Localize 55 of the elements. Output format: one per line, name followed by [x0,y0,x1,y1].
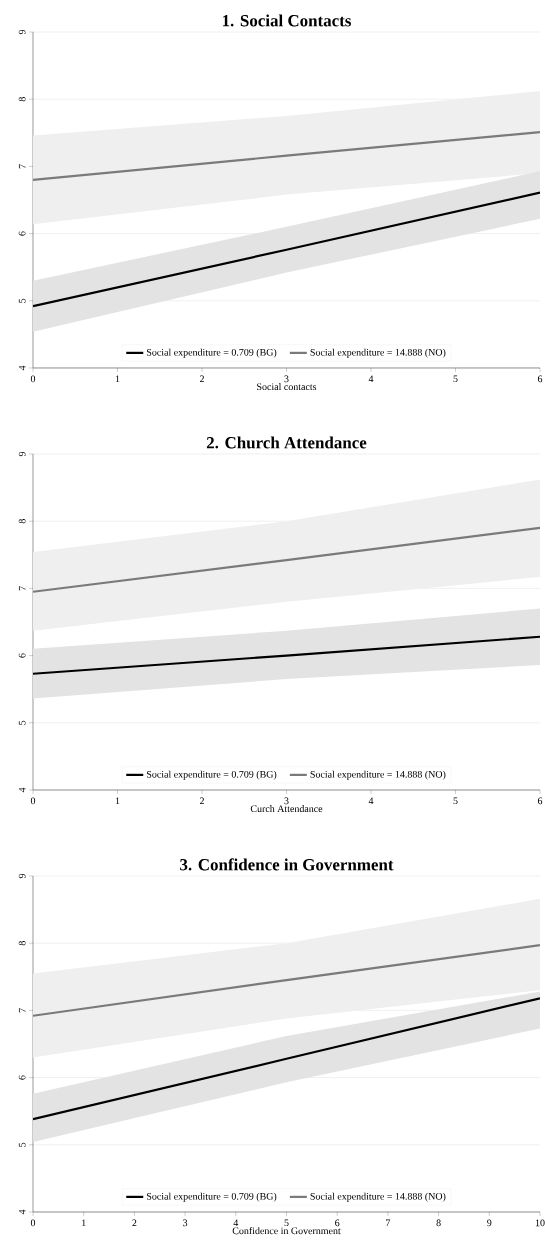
x-tick-label: 2 [199,375,204,383]
legend-label: Social expenditure = 0.709 (BG) [147,1192,277,1202]
y-tick-label: 4 [18,365,26,371]
y-tick-label: 5 [18,298,26,303]
y-tick-label: 4 [18,787,26,793]
x-tick-label: 5 [453,375,458,383]
legend-label: Social expenditure = 14.888 (NO) [310,1192,446,1202]
y-tick-label: 7 [18,1008,26,1013]
x-tick-label: 4 [368,375,374,383]
x-tick-label: 3 [183,1219,188,1227]
y-tick-label: 6 [18,653,26,658]
y-tick-label: 9 [18,29,26,35]
x-axis-title: Social contacts [257,383,317,391]
y-tick-label: 8 [18,941,26,946]
x-tick-label: 3 [284,375,289,383]
chart-title: 3. Confidence in Government [180,858,394,871]
x-tick-label: 1 [115,375,120,383]
x-tick-label: 2 [199,797,204,805]
x-tick-label: 6 [335,1219,340,1227]
y-tick-label: 7 [18,586,26,591]
y-tick-label: 6 [18,231,26,236]
x-tick-label: 8 [436,1219,441,1227]
y-tick-label: 8 [18,97,26,102]
y-tick-label: 4 [18,1209,26,1215]
x-tick-label: 5 [284,1219,289,1227]
x-tick-label: 1 [115,797,120,805]
x-tick-label: 3 [284,797,289,805]
legend-label: Social expenditure = 0.709 (BG) [147,348,277,358]
y-tick-label: 5 [18,720,26,725]
x-tick-label: 6 [537,375,543,383]
chart-title: 2. Church Attendance [206,436,367,449]
y-tick-label: 9 [18,873,26,879]
y-tick-label: 5 [18,1142,26,1147]
x-tick-label: 0 [30,797,36,805]
x-tick-label: 5 [453,797,458,805]
y-tick-label: 6 [18,1075,26,1080]
legend-label: Social expenditure = 0.709 (BG) [147,770,277,780]
y-tick-label: 8 [18,519,26,524]
x-tick-label: 1 [82,1219,86,1227]
x-tick-label: 6 [537,797,543,805]
legend-label: Social expenditure = 14.888 (NO) [310,348,446,358]
chart-title: 1. Social Contacts [222,14,351,27]
legend-label: Social expenditure = 14.888 (NO) [310,770,446,780]
x-tick-label: 4 [368,797,374,805]
x-tick-label: 4 [233,1219,239,1227]
x-tick-label: 9 [487,1219,492,1227]
x-axis-title: Confidence in Government [232,1227,341,1235]
x-tick-label: 2 [132,1219,137,1227]
y-tick-label: 7 [18,164,26,169]
x-tick-label: 10 [535,1219,545,1227]
y-tick-label: 9 [18,451,26,457]
x-tick-label: 0 [30,375,36,383]
x-tick-label: 7 [386,1219,391,1227]
x-axis-title: Curch Attendance [250,805,323,813]
x-tick-label: 0 [30,1219,36,1227]
